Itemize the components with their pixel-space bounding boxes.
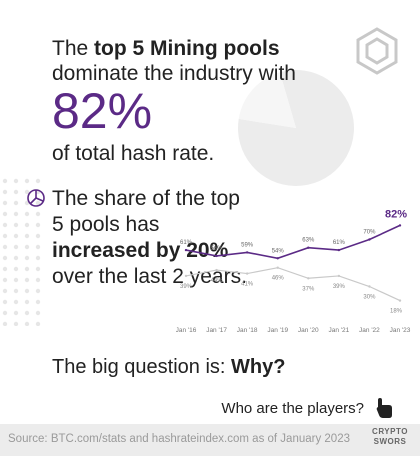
share-suffix: over the last 2 years. <box>52 265 247 288</box>
top5-data-label: 59% <box>241 242 254 248</box>
headline-prefix: The <box>52 37 95 60</box>
others-data-label: 39% <box>333 284 346 290</box>
pool-share-line-chart: 61% 56% 59% 54% 63% 61% 70% 82% 39% 44% 41% 46% 37% 3… <box>176 208 411 334</box>
others-data-point <box>398 299 402 302</box>
top5-data-label: 56% <box>211 246 224 252</box>
top5-data-point <box>398 224 402 227</box>
question-emphasis: Why? <box>231 356 286 378</box>
x-tick-label: Jan '22 <box>359 327 380 334</box>
top5-data-point <box>276 257 279 260</box>
top5-data-point <box>368 238 371 241</box>
top5-share-line <box>185 224 401 260</box>
hash-rate-label: of total hash rate. <box>52 142 215 165</box>
others-share-line <box>185 267 401 302</box>
top5-data-point <box>184 248 188 252</box>
others-data-point <box>276 266 279 269</box>
x-tick-label: Jan '17 <box>206 327 227 334</box>
share-text: The share of the top 5 pools has increas… <box>52 186 252 290</box>
top5-data-label: 82% <box>385 208 407 220</box>
others-data-point <box>184 274 188 278</box>
x-tick-label: Jan '20 <box>298 327 319 334</box>
others-data-point <box>337 274 341 278</box>
top5-data-label: 54% <box>272 248 285 254</box>
others-data-label: 44% <box>211 278 224 284</box>
question-prefix: The big question is: <box>52 356 231 378</box>
headline-suffix: dominate the industry with <box>52 62 296 85</box>
x-tick-label: Jan '21 <box>328 327 349 334</box>
top5-data-point <box>215 254 218 258</box>
big-percentage: 82% <box>52 83 153 139</box>
others-data-point <box>307 277 310 280</box>
source-note: Source: BTC.com/stats and hashrateindex.… <box>8 433 350 445</box>
big-question: The big question is: Why? <box>52 356 285 379</box>
footer-bar: Source: BTC.com/stats and hashrateindex.… <box>0 424 420 456</box>
pointing-hand-icon <box>376 398 392 418</box>
share-emphasis: increased by 20% <box>52 239 229 262</box>
top5-data-label: 70% <box>363 230 376 236</box>
brand-line-2: SWORS <box>373 437 407 446</box>
top5-data-label: 61% <box>180 240 193 246</box>
others-data-label: 37% <box>302 286 315 292</box>
brand-logo: CRYPTO SWORS <box>370 427 410 447</box>
x-tick-label: Jan '18 <box>237 327 258 334</box>
top5-data-point <box>307 246 310 249</box>
others-data-label: 46% <box>272 276 285 282</box>
others-data-label: 18% <box>390 309 403 315</box>
who-are-players-link[interactable]: Who are the players? <box>221 400 364 417</box>
others-data-label: 39% <box>180 284 193 290</box>
others-data-label: 30% <box>363 295 376 301</box>
hexagon-logo-icon <box>356 27 398 75</box>
headline: The top 5 Mining pools dominate the indu… <box>52 36 352 86</box>
others-data-point <box>245 272 249 275</box>
others-data-point <box>215 268 218 272</box>
x-tick-label: Jan '23 <box>390 327 411 334</box>
pie-chart-icon <box>27 189 45 207</box>
hash-rate-pie-chart <box>238 70 354 186</box>
headline-highlight: top 5 Mining pools <box>94 37 280 60</box>
pie-slice-others <box>238 72 296 128</box>
top5-data-label: 63% <box>302 238 315 244</box>
top5-data-label: 61% <box>333 240 346 246</box>
x-tick-label: Jan '19 <box>267 327 288 334</box>
others-data-label: 41% <box>241 282 254 288</box>
brand-line-1: CRYPTO <box>372 427 408 436</box>
top5-data-point <box>337 248 341 252</box>
top5-data-point <box>245 251 249 254</box>
share-prefix: The share of the top 5 pools has <box>52 187 240 236</box>
others-data-point <box>368 285 371 288</box>
x-tick-label: Jan '16 <box>176 327 197 334</box>
